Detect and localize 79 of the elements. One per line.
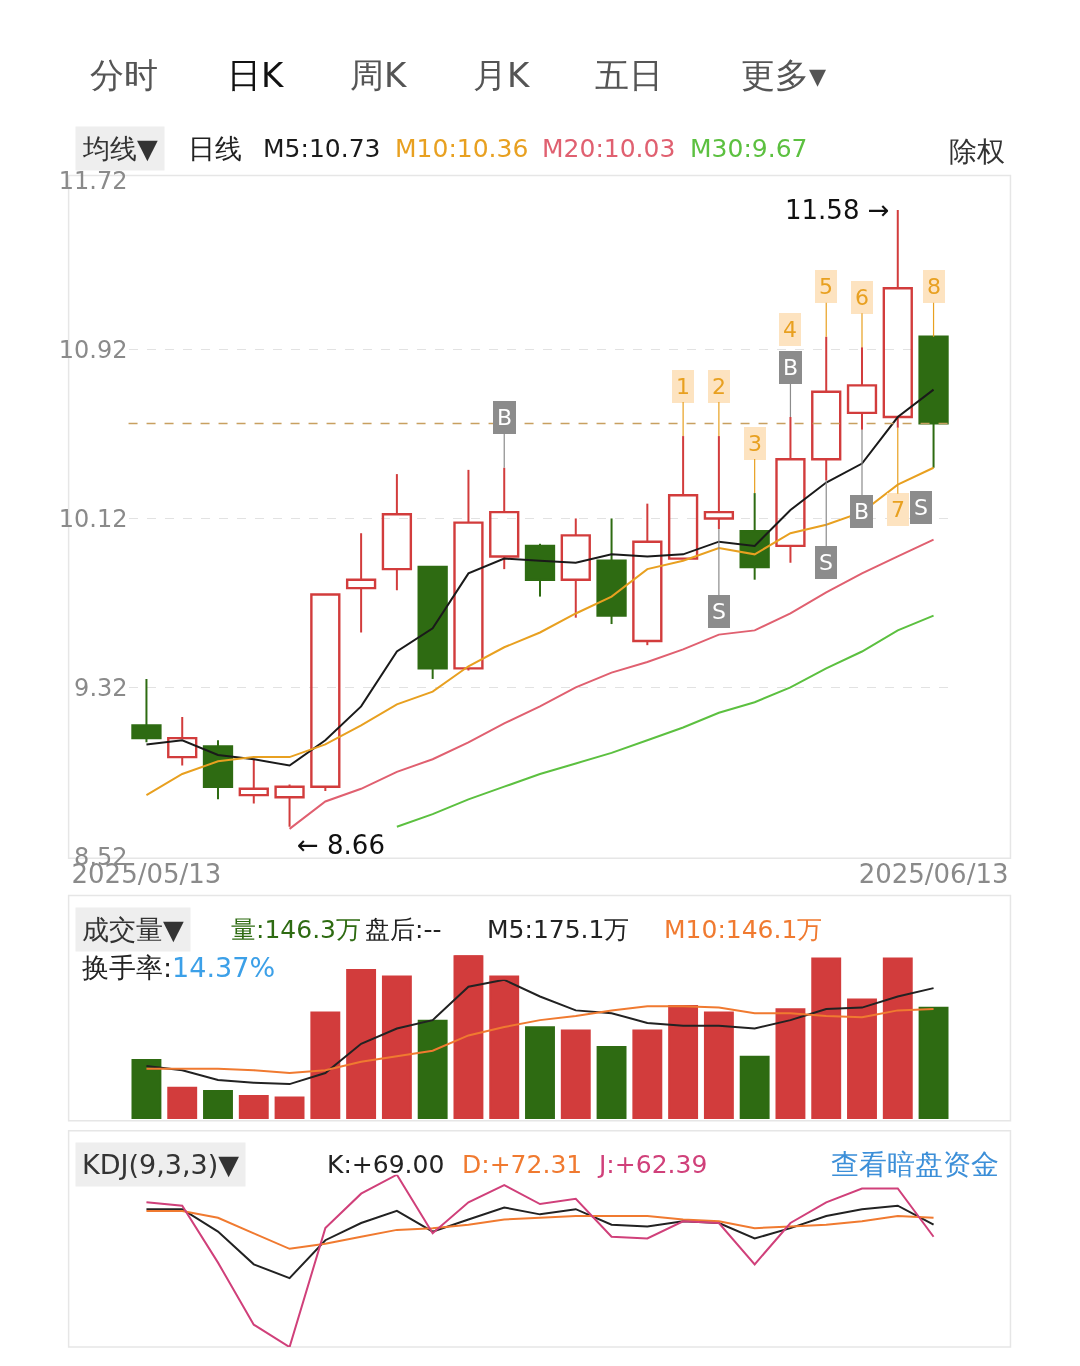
- annotation: 查看暗盘资金: [831, 1148, 999, 1181]
- annotation: S: [914, 495, 928, 520]
- candlestick: [453, 468, 484, 672]
- bar: [560, 1029, 591, 1119]
- series-label: J:+62.39: [597, 1150, 708, 1179]
- bar: [847, 998, 877, 1119]
- annotation: 8: [927, 274, 941, 299]
- candlestick: [596, 517, 627, 626]
- text: 除权: [949, 135, 1005, 168]
- bar: [918, 1006, 949, 1119]
- text: 分时: [90, 55, 158, 95]
- annotation: 11.58 →: [785, 195, 890, 225]
- annotation: S: [712, 599, 726, 624]
- bar: [596, 1045, 627, 1119]
- candlestick: [167, 715, 198, 767]
- x-tick-label: 2025/06/13: [858, 859, 1009, 890]
- annotation: ← 8.66: [297, 830, 385, 860]
- annotation: 换手率:14.37%: [82, 952, 276, 983]
- annotation: 6: [855, 285, 869, 310]
- bar: [525, 1026, 555, 1119]
- bar: [453, 955, 484, 1119]
- candlestick: [131, 677, 162, 744]
- candlestick: [381, 473, 413, 592]
- bar: [310, 1011, 341, 1119]
- text: 量:146.3万: [231, 915, 361, 944]
- text: 盘后:--: [365, 915, 442, 944]
- annotation: 4: [783, 317, 797, 342]
- series-label: D:+72.31: [462, 1150, 583, 1179]
- candlestick: [560, 517, 591, 619]
- annotation: B: [783, 355, 799, 380]
- bar: [167, 1086, 198, 1119]
- bar: [703, 1011, 734, 1119]
- bar: [203, 1090, 233, 1119]
- y-tick-label: 10.92: [58, 335, 128, 364]
- candlestick: [274, 783, 305, 828]
- series-label: K:+69.00: [327, 1150, 445, 1179]
- annotation: 7: [891, 497, 905, 522]
- bar: [811, 957, 842, 1119]
- bar: [775, 1008, 806, 1119]
- annotation: 5: [819, 274, 833, 299]
- bar: [274, 1096, 305, 1119]
- bar: [489, 975, 520, 1119]
- candlestick: [238, 758, 269, 805]
- annotation: 1: [676, 374, 690, 399]
- chart-title: KDJ(9,3,3)▼: [82, 1149, 240, 1180]
- text: M30:9.67: [690, 134, 808, 163]
- bar: [346, 969, 377, 1119]
- bar: [632, 1029, 663, 1119]
- bar: [417, 1019, 448, 1119]
- annotation: 2: [712, 374, 726, 399]
- annotation: 3: [748, 431, 762, 456]
- bar: [739, 1055, 770, 1119]
- y-tick-label: 11.72: [58, 166, 128, 195]
- chart-title: 成交量▼: [82, 914, 184, 945]
- text: 日线: [188, 133, 242, 164]
- text: M20:10.03: [542, 134, 676, 163]
- text: M10:146.1万: [664, 915, 823, 944]
- bar: [668, 1005, 699, 1119]
- annotation: B: [497, 405, 513, 430]
- bar: [131, 1058, 162, 1119]
- candlestick: [524, 542, 556, 598]
- y-tick-label: 10.12: [58, 504, 128, 533]
- text: 五日: [595, 55, 663, 95]
- bar: [882, 957, 913, 1119]
- line-series: [288, 538, 935, 830]
- text: 月K: [473, 55, 531, 95]
- series-label: M5:175.1万: [487, 915, 630, 944]
- bar: [381, 975, 412, 1119]
- y-tick-label: 9.32: [74, 673, 128, 702]
- bar: [238, 1094, 269, 1119]
- text: 日K: [227, 55, 285, 95]
- text: M10:10.36: [395, 134, 529, 163]
- candlestick: [632, 502, 663, 647]
- text: 周K: [350, 55, 408, 95]
- annotation: S: [819, 550, 833, 575]
- text: 更多▾: [741, 55, 827, 95]
- candlestick: [345, 532, 377, 634]
- text: M5:10.73: [263, 134, 381, 163]
- chart-title: 均线▼: [82, 133, 158, 164]
